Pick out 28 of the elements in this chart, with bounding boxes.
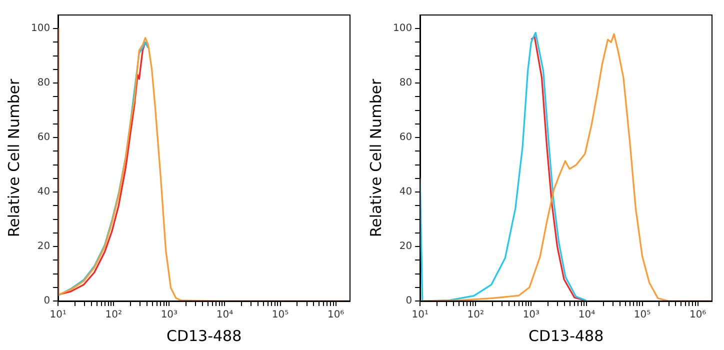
x-tick-label: 10³	[522, 310, 540, 321]
x-tick-label: 10⁴	[578, 310, 596, 321]
y-tick-label: 80	[399, 78, 412, 89]
x-tick-label: 10²	[467, 310, 484, 321]
x-tick-label: 10⁴	[216, 310, 234, 321]
y-tick-label: 100	[392, 23, 412, 34]
x-tick-label: 10¹	[412, 310, 428, 321]
y-tick-label: 40	[37, 186, 50, 198]
y-tick-label: 0	[406, 296, 412, 307]
x-axis-title: CD13-488	[166, 326, 242, 345]
x-tick-label: 10²	[105, 310, 122, 321]
x-tick-label: 10⁶	[689, 310, 706, 321]
x-tick-label: 10⁵	[272, 310, 289, 321]
y-tick-label: 60	[399, 132, 412, 144]
y-axis-title: Relative Cell Number	[366, 78, 385, 238]
x-tick-label: 10⁶	[327, 310, 344, 321]
x-tick-label: 10⁵	[634, 310, 651, 321]
y-tick-label: 0	[44, 296, 50, 307]
y-axis-title: Relative Cell Number	[4, 78, 23, 238]
y-tick-label: 100	[30, 23, 50, 34]
x-tick-label: 10³	[160, 310, 178, 321]
y-tick-label: 40	[399, 186, 412, 198]
x-axis-title: CD13-488	[528, 326, 604, 345]
y-tick-label: 80	[37, 78, 50, 89]
y-tick-label: 20	[399, 241, 412, 252]
y-tick-label: 60	[37, 132, 50, 144]
y-tick-label: 20	[37, 241, 50, 252]
x-tick-label: 10¹	[50, 310, 66, 321]
